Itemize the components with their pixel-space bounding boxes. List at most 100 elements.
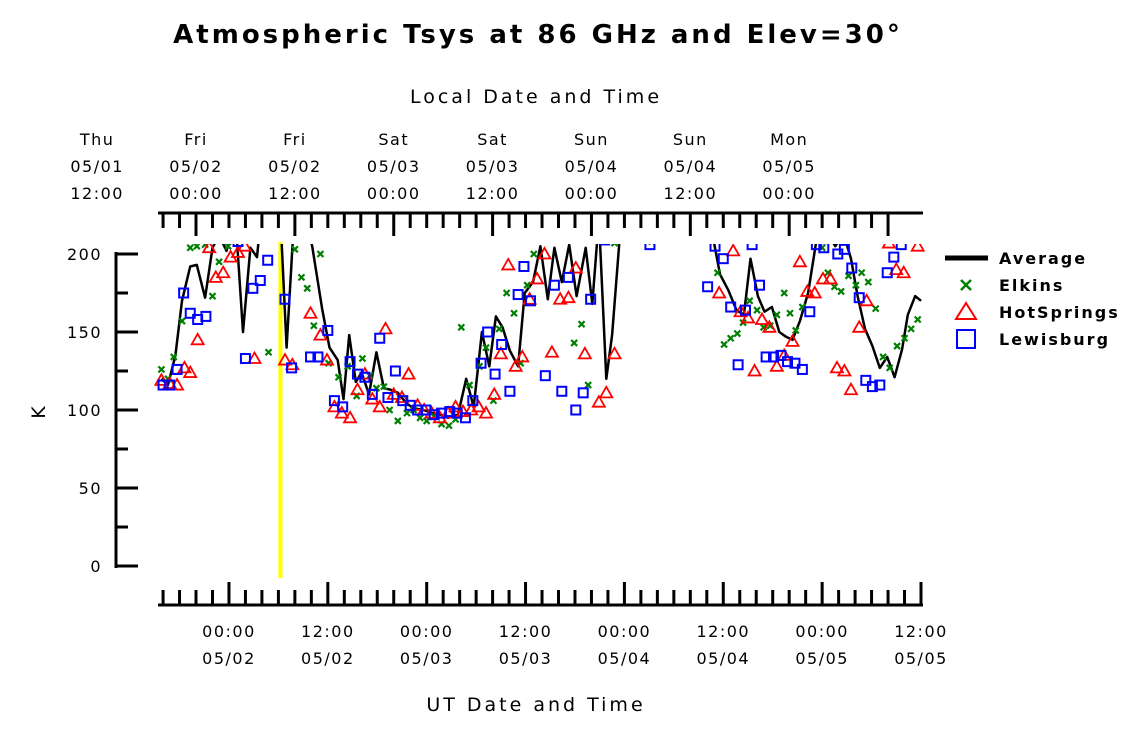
lewisburg-point: [279, 293, 291, 305]
elkins-point: [604, 232, 610, 238]
hotsprings-point: [624, 223, 636, 234]
hotsprings-point: [910, 244, 926, 252]
hotsprings-point: [319, 352, 335, 366]
bottom-tick-time-4: 00:00: [598, 622, 652, 641]
top-tick-day-4: Sat: [477, 130, 508, 149]
elkins-point: [852, 281, 860, 289]
bottom-tick-date-2: 05/03: [400, 649, 454, 668]
elkins-point: [510, 309, 518, 318]
top-tick-time-3: 00:00: [367, 184, 421, 203]
hotsprings-point: [598, 385, 614, 399]
top-tick-date-7: 05/05: [762, 157, 816, 176]
elkins-point: [791, 326, 800, 335]
lewisburg-point: [157, 379, 169, 391]
lewisburg-point: [219, 215, 228, 224]
elkins-point: [857, 268, 866, 277]
lewisburg-point: [725, 301, 737, 313]
elkins-point: [523, 281, 531, 289]
elkins-point: [635, 237, 641, 243]
hotsprings-point: [851, 319, 867, 333]
hotsprings-point: [733, 303, 749, 318]
elkins-point: [465, 381, 474, 389]
hotsprings-point: [888, 261, 904, 275]
elkins-point: [394, 417, 402, 425]
lewisburg-point: [184, 307, 196, 319]
lewisburg-point: [312, 351, 324, 363]
elkins-point: [169, 353, 178, 361]
elkins-point: [334, 373, 343, 382]
hotsprings-point: [617, 226, 629, 237]
top-tick-time-0: 12:00: [70, 184, 124, 203]
lewisburg-point: [810, 244, 822, 251]
top-tick-date-2: 05/02: [268, 157, 322, 176]
lewisburg-point: [644, 244, 656, 251]
top-tick-day-0: Thu: [79, 130, 115, 149]
top-tick-day-7: Mon: [770, 130, 808, 149]
lewisburg-point: [911, 218, 920, 227]
lewisburg-point: [475, 357, 487, 369]
hotsprings-point: [725, 244, 741, 257]
hotsprings-point: [246, 350, 263, 364]
lewisburg-point: [754, 279, 766, 291]
elkins-point: [806, 235, 812, 241]
hotsprings-point: [349, 381, 366, 396]
elkins-point: [733, 329, 742, 338]
elkins-point: [457, 323, 466, 332]
y-tick-label-4: 200: [67, 245, 102, 264]
hotsprings-point: [401, 366, 417, 380]
lewisburg-point: [286, 362, 298, 374]
lewisburg-point: [881, 267, 893, 279]
hotsprings-point: [277, 352, 293, 366]
lewisburg-point: [768, 351, 780, 363]
lewisburg-point: [638, 220, 647, 229]
legend-lewisburg-swatch: [956, 329, 976, 349]
lewisburg-point: [539, 370, 551, 382]
lewisburg-point: [826, 234, 835, 243]
elkins-point: [291, 245, 299, 254]
hotsprings-point: [500, 257, 516, 271]
hotsprings-point: [201, 244, 217, 254]
y-tick-label-2: 100: [67, 401, 102, 420]
lewisburg-point: [804, 306, 816, 318]
lewisburg-point: [164, 379, 176, 391]
elkins-point: [885, 364, 894, 372]
bottom-tick-time-6: 00:00: [795, 622, 849, 641]
bottom-tick-date-3: 05/03: [499, 649, 553, 668]
elkins-point: [753, 306, 761, 314]
lewisburg-point: [630, 226, 639, 235]
lewisburg-point: [518, 260, 530, 272]
lewisburg-point: [504, 385, 516, 397]
top-tick-date-6: 05/04: [664, 157, 718, 176]
bottom-tick-time-3: 12:00: [499, 622, 553, 641]
lewisburg-point: [903, 232, 912, 241]
lewisburg-point: [496, 338, 508, 350]
elkins-point: [208, 292, 217, 300]
bottom-tick-time-1: 12:00: [301, 622, 355, 641]
lewisburg-point: [860, 374, 872, 386]
average-line: [160, 244, 922, 420]
lewisburg-point: [556, 385, 568, 397]
elkins-point: [641, 234, 647, 240]
hotsprings-point: [302, 305, 319, 319]
elkins-point: [157, 365, 166, 374]
hotsprings-point: [711, 285, 727, 299]
lewisburg-point: [344, 356, 356, 368]
hotsprings-point: [587, 218, 599, 229]
hotsprings-point: [270, 225, 282, 236]
legend-hotsprings-swatch: [954, 301, 978, 320]
y-axis-label: K: [28, 403, 50, 418]
y-tick-label-1: 50: [79, 479, 102, 498]
elkins-point: [358, 354, 367, 363]
lewisburg-point: [585, 293, 597, 305]
elkins-point: [385, 406, 394, 414]
elkins-point: [655, 229, 661, 235]
elkins-point: [864, 278, 873, 286]
lewisburg-point: [382, 392, 394, 404]
elkins-point: [900, 334, 909, 343]
hotsprings-point: [747, 363, 763, 377]
elkins-point: [830, 282, 839, 291]
lewisburg-point: [467, 395, 479, 407]
hotsprings-point: [799, 283, 815, 297]
elkins-point: [482, 343, 490, 352]
elkins-point: [630, 215, 636, 221]
